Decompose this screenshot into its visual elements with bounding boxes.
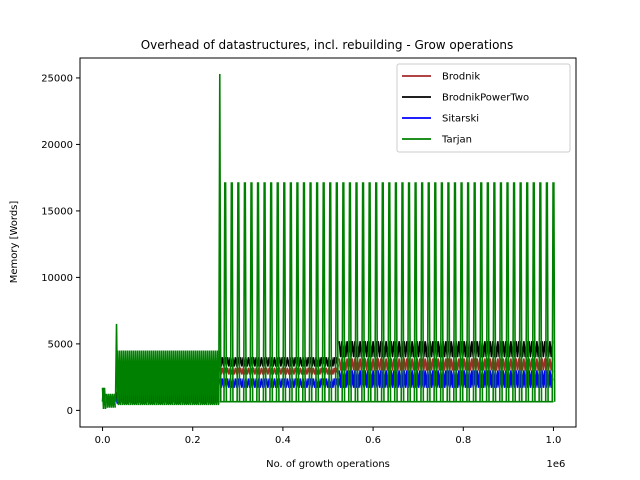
series-spike	[269, 182, 274, 402]
axes-frame	[79, 57, 577, 428]
series-spike	[367, 182, 372, 402]
legend-entry: BrodnikPowerTwo	[442, 93, 529, 104]
series-spike	[101, 387, 106, 402]
series-spike	[531, 182, 536, 402]
series-spike	[426, 182, 431, 402]
x-tick-label: 0.0	[95, 435, 111, 446]
series-spike	[439, 182, 444, 402]
y-tick-label: 0	[67, 406, 73, 417]
series-spike	[551, 182, 556, 402]
series-spike	[380, 182, 385, 402]
series-spike	[262, 182, 267, 402]
series-spike	[275, 182, 280, 402]
x-axis-offset-label: 1e6	[547, 459, 566, 470]
series-spike	[223, 182, 228, 402]
series-spike	[229, 182, 234, 402]
series-spike	[525, 182, 530, 402]
y-axis: 0 5000 10000 15000 20000 25000	[41, 73, 80, 417]
plot-area	[101, 73, 556, 410]
series-spike	[413, 182, 418, 402]
series-spike	[256, 182, 261, 402]
series-spike	[407, 182, 412, 402]
series-spike	[459, 182, 464, 402]
series-tarjan	[101, 73, 556, 410]
series-spike	[420, 182, 425, 402]
series-spike	[544, 182, 549, 402]
series-spike	[301, 182, 306, 402]
x-axis-label: No. of growth operations	[266, 459, 390, 470]
legend: Brodnik BrodnikPowerTwo Sitarski Tarjan	[396, 63, 571, 153]
series-spike	[354, 182, 359, 402]
legend-entry: Brodnik	[442, 72, 480, 83]
series-spike	[466, 182, 471, 402]
series-spike	[347, 182, 352, 402]
series-spike	[217, 73, 222, 402]
series-spike	[315, 182, 320, 402]
series-spike	[328, 182, 333, 402]
y-axis-label: Memory [Words]	[9, 201, 20, 284]
x-tick-label: 0.4	[275, 435, 291, 446]
series-layer	[101, 73, 556, 410]
series-spike	[512, 182, 517, 402]
y-tick-label: 5000	[48, 339, 73, 350]
y-tick-label: 15000	[41, 206, 73, 217]
series-spike	[387, 182, 392, 402]
x-tick-label: 0.6	[365, 435, 381, 446]
x-tick-label: 0.2	[185, 435, 201, 446]
series-spike	[308, 182, 313, 402]
x-tick-label: 0.8	[455, 435, 471, 446]
series-spike	[249, 182, 254, 402]
series-spike	[321, 182, 326, 402]
series-spike	[288, 182, 293, 402]
x-tick-label: 1.0	[546, 435, 562, 446]
series-spike	[393, 182, 398, 402]
series-spike	[492, 182, 497, 402]
chart-title: Overhead of datastructures, incl. rebuil…	[141, 38, 514, 52]
y-tick-label: 20000	[41, 140, 73, 151]
series-spike	[452, 182, 457, 402]
x-axis: 0.0 0.2 0.4 0.6 0.8 1.0	[95, 427, 562, 446]
series-spike	[334, 182, 339, 402]
series-spike	[472, 182, 477, 402]
legend-box	[396, 63, 571, 153]
series-spike	[114, 323, 119, 402]
series-spike	[518, 182, 523, 402]
series-band	[105, 393, 116, 408]
series-spike	[242, 182, 247, 402]
series-spike	[400, 182, 405, 402]
series-band	[116, 350, 221, 406]
series-spike	[374, 182, 379, 402]
series-spike	[341, 182, 346, 402]
legend-entry: Tarjan	[441, 135, 472, 146]
series-spike	[505, 182, 510, 402]
y-tick-label: 25000	[41, 73, 73, 84]
series-spike	[479, 182, 484, 402]
series-spike	[236, 182, 241, 402]
series-spike	[295, 182, 300, 402]
series-spike	[433, 182, 438, 402]
series-spike	[361, 182, 366, 402]
series-spike	[446, 182, 451, 402]
legend-entry: Sitarski	[442, 114, 479, 125]
y-tick-label: 10000	[41, 273, 73, 284]
series-spike	[498, 182, 503, 402]
series-spike	[485, 182, 490, 402]
series-spike	[538, 182, 543, 402]
series-spike	[282, 182, 287, 402]
